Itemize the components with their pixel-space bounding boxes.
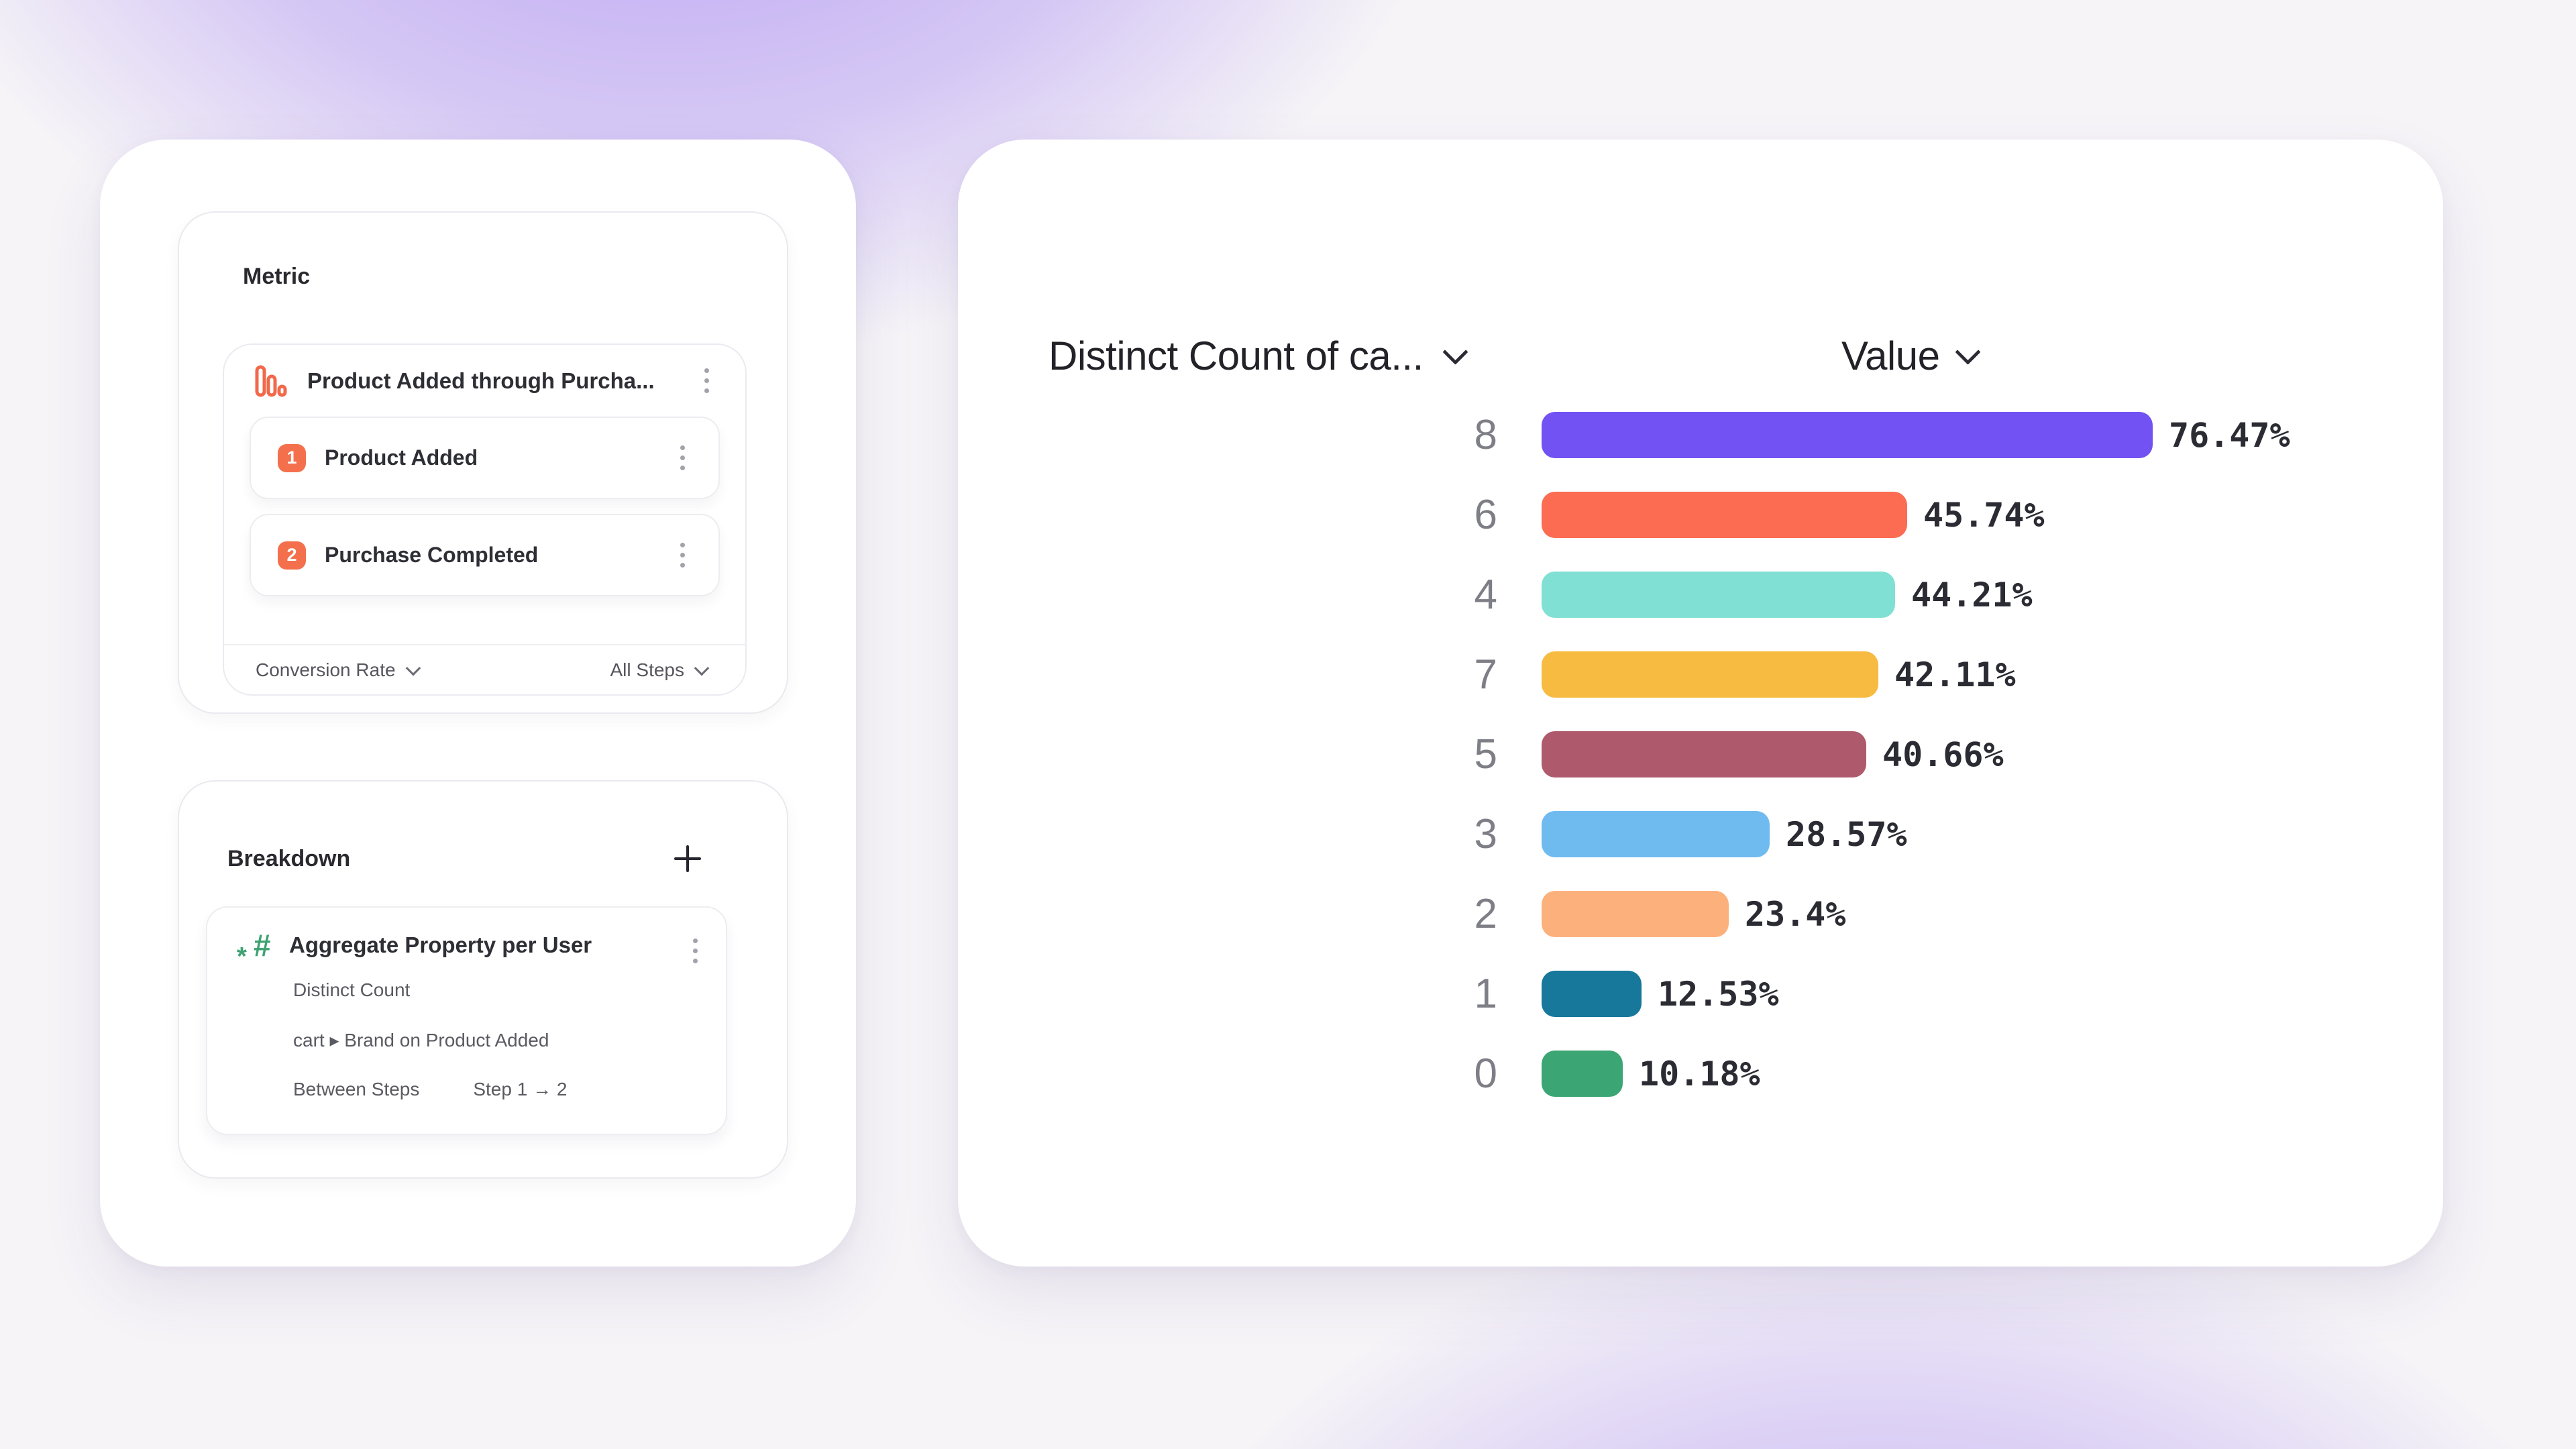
bar[interactable] (1542, 811, 1770, 857)
bar[interactable] (1542, 731, 1866, 777)
funnel-kebab-menu[interactable] (700, 364, 713, 397)
funnel-footer: Conversion Rate All Steps (224, 644, 745, 694)
value-label: 23.4% (1745, 894, 1846, 934)
value-label: 76.47% (2169, 415, 2290, 455)
step-number-badge: 1 (278, 443, 306, 472)
category-label: 4 (1474, 572, 1497, 618)
chart-row: 2 23.4% (1411, 874, 2290, 954)
funnel-chart-icon (252, 362, 290, 400)
bar-chart: 8 76.47% 6 45.74% 4 44.21% 7 42.11% 5 40.66% 3 28.5… (1411, 395, 2290, 1114)
chart-column-header-breakdown[interactable]: Distinct Count of ca... (1049, 333, 1468, 379)
category-label: 5 (1474, 731, 1497, 777)
funnel-header-row[interactable]: Product Added through Purcha... (224, 345, 745, 417)
chevron-down-icon (1954, 339, 1981, 365)
breakdown-panel: Breakdown # * Aggregate Property per Use… (178, 780, 788, 1179)
category-label: 6 (1474, 492, 1497, 538)
chart-row: 7 42.11% (1411, 635, 2290, 714)
value-label: 10.18% (1639, 1054, 1760, 1093)
bar[interactable] (1542, 412, 2153, 458)
funnel-step-card[interactable]: 2 Purchase Completed (250, 514, 720, 596)
chart-row: 3 28.57% (1411, 794, 2290, 874)
steps-scope-dropdown[interactable]: All Steps (610, 659, 710, 681)
chevron-down-icon (405, 660, 421, 676)
funnel-definition: Product Added through Purcha... 1 Product… (223, 343, 747, 696)
bar[interactable] (1542, 971, 1642, 1017)
funnel-title: Product Added through Purcha... (307, 368, 655, 393)
chevron-down-icon (694, 660, 710, 676)
funnel-step-card[interactable]: 1 Product Added (250, 417, 720, 499)
value-label: 44.21% (1911, 575, 2033, 614)
bar[interactable] (1542, 651, 1878, 698)
bar[interactable] (1542, 1051, 1623, 1097)
chart-card: Distinct Count of ca... Value 8 76.47% 6 45… (958, 140, 2443, 1267)
measure-dropdown[interactable]: Conversion Rate (256, 659, 421, 681)
value-label: 12.53% (1658, 974, 1779, 1014)
breakdown-title-row: # * Aggregate Property per User (237, 925, 698, 971)
bar[interactable] (1542, 891, 1729, 937)
value-label: 28.57% (1786, 814, 1907, 854)
aggregation-label: Distinct Count (293, 979, 411, 1000)
chart-row: 0 10.18% (1411, 1034, 2290, 1114)
metric-panel-title: Metric (243, 264, 311, 289)
chart-value-header-label: Value (1841, 333, 1940, 378)
step-label: Purchase Completed (325, 543, 539, 567)
value-label: 42.11% (1894, 655, 2016, 694)
breakdown-title: Aggregate Property per User (289, 932, 592, 957)
measure-dropdown-label: Conversion Rate (256, 659, 396, 680)
aggregate-property-icon: # * (237, 928, 270, 971)
category-label: 8 (1474, 412, 1497, 458)
chart-row: 4 44.21% (1411, 555, 2290, 635)
chevron-down-icon (1442, 339, 1468, 365)
scope-value: Step 1 → 2 (473, 1079, 568, 1099)
category-label: 3 (1474, 811, 1497, 857)
add-breakdown-button[interactable] (673, 844, 702, 873)
steps-scope-dropdown-label: All Steps (610, 659, 685, 680)
chart-row: 5 40.66% (1411, 714, 2290, 794)
chart-row: 1 12.53% (1411, 954, 2290, 1034)
value-label: 45.74% (1923, 495, 2045, 535)
step-kebab-menu[interactable] (676, 539, 689, 572)
chart-row: 8 76.47% (1411, 395, 2290, 475)
chart-row: 6 45.74% (1411, 475, 2290, 555)
breakdown-aggregation-row: Distinct Count (241, 965, 698, 1015)
category-label: 1 (1474, 971, 1497, 1017)
chart-column-header-value[interactable]: Value (1841, 333, 1981, 379)
value-label: 40.66% (1882, 735, 2004, 774)
breakdown-panel-title: Breakdown (227, 846, 351, 871)
category-label: 7 (1474, 651, 1497, 698)
step-kebab-menu[interactable] (676, 441, 689, 474)
step-label: Product Added (325, 445, 478, 470)
step-number-badge: 2 (278, 541, 306, 570)
breakdown-scope-row: Between Steps Step 1 → 2 (241, 1065, 698, 1114)
chart-breakdown-header-label: Distinct Count of ca... (1049, 333, 1424, 378)
bar[interactable] (1542, 492, 1907, 538)
category-label: 2 (1474, 891, 1497, 937)
metric-panel: Metric Product Added through Purcha... 1… (178, 211, 788, 714)
breakdown-card[interactable]: # * Aggregate Property per User Distinct… (206, 906, 727, 1135)
breakdown-kebab-menu[interactable] (689, 934, 702, 967)
bar[interactable] (1542, 572, 1895, 618)
scope-label: Between Steps (293, 1079, 420, 1099)
spacer (224, 596, 745, 644)
breakdown-property-row: cart ▸ Brand on Product Added (241, 1015, 698, 1065)
query-builder-card: Metric Product Added through Purcha... 1… (100, 140, 856, 1267)
category-label: 0 (1474, 1051, 1497, 1097)
property-label: cart ▸ Brand on Product Added (293, 1029, 549, 1051)
